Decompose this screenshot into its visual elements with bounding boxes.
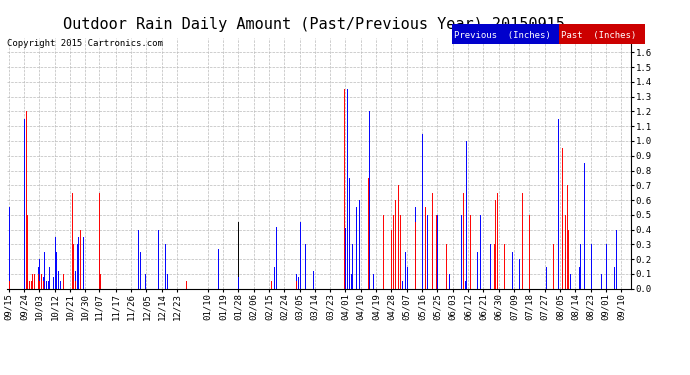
Text: Previous  (Inches): Previous (Inches) [454, 31, 551, 40]
Text: Outdoor Rain Daily Amount (Past/Previous Year) 20150915: Outdoor Rain Daily Amount (Past/Previous… [63, 17, 565, 32]
Text: Copyright 2015 Cartronics.com: Copyright 2015 Cartronics.com [7, 39, 163, 48]
Text: Past  (Inches): Past (Inches) [561, 31, 636, 40]
